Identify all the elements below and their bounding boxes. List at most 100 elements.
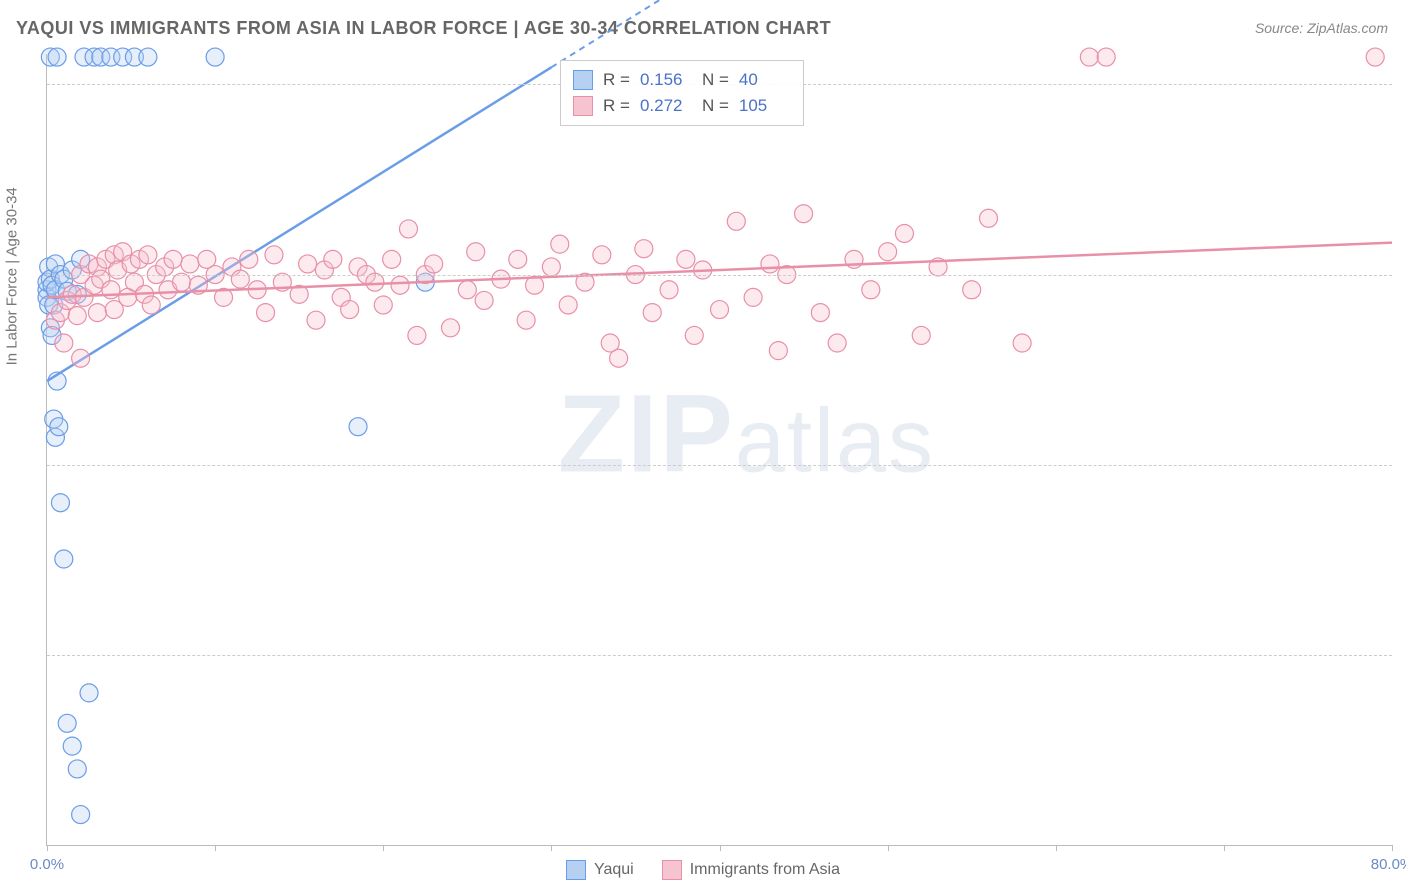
data-point xyxy=(811,304,829,322)
data-point xyxy=(442,319,460,337)
data-point xyxy=(425,255,443,273)
data-point xyxy=(88,304,106,322)
legend-n-value: 105 xyxy=(739,93,791,119)
data-point xyxy=(685,326,703,344)
x-tick-mark xyxy=(215,845,216,851)
data-point xyxy=(551,235,569,253)
data-point xyxy=(795,205,813,223)
data-point xyxy=(341,301,359,319)
data-point xyxy=(677,250,695,268)
data-point xyxy=(391,276,409,294)
x-tick-mark xyxy=(720,845,721,851)
correlation-legend-row: R = 0.272 N = 105 xyxy=(573,93,791,119)
series-legend-item: Immigrants from Asia xyxy=(662,860,840,880)
data-point xyxy=(307,311,325,329)
data-point xyxy=(635,240,653,258)
data-point xyxy=(72,349,90,367)
legend-n-value: 40 xyxy=(739,67,791,93)
data-point xyxy=(80,684,98,702)
legend-swatch xyxy=(662,860,682,880)
x-tick-mark xyxy=(383,845,384,851)
data-point xyxy=(408,326,426,344)
data-point xyxy=(51,494,69,512)
data-point xyxy=(55,550,73,568)
source-attribution: Source: ZipAtlas.com xyxy=(1255,20,1388,36)
data-point xyxy=(963,281,981,299)
data-point xyxy=(643,304,661,322)
data-point xyxy=(1366,48,1384,66)
data-point xyxy=(828,334,846,352)
data-point xyxy=(68,307,86,325)
data-point xyxy=(142,296,160,314)
data-point xyxy=(173,273,191,291)
data-point xyxy=(366,273,384,291)
data-point xyxy=(374,296,392,314)
data-point xyxy=(593,246,611,264)
data-point xyxy=(72,806,90,824)
gridline xyxy=(47,655,1392,656)
gridline xyxy=(47,465,1392,466)
data-point xyxy=(895,224,913,242)
data-point xyxy=(862,281,880,299)
regression-line xyxy=(47,67,551,381)
data-point xyxy=(660,281,678,299)
x-tick-label: 80.0% xyxy=(1371,856,1406,873)
legend-swatch xyxy=(573,96,593,116)
data-point xyxy=(879,243,897,261)
x-tick-mark xyxy=(551,845,552,851)
x-tick-mark xyxy=(1056,845,1057,851)
data-point xyxy=(240,250,258,268)
y-tick-label: 100.0% xyxy=(1402,76,1406,93)
data-point xyxy=(1097,48,1115,66)
data-point xyxy=(50,418,68,436)
data-point xyxy=(761,255,779,273)
y-tick-label: 75.0% xyxy=(1402,456,1406,473)
data-point xyxy=(349,418,367,436)
data-point xyxy=(206,48,224,66)
gridline xyxy=(47,275,1392,276)
x-tick-mark xyxy=(1224,845,1225,851)
data-point xyxy=(559,296,577,314)
data-point xyxy=(610,349,628,367)
y-tick-label: 62.5% xyxy=(1402,646,1406,663)
data-point xyxy=(1080,48,1098,66)
data-point xyxy=(517,311,535,329)
data-point xyxy=(257,304,275,322)
legend-swatch xyxy=(573,70,593,90)
data-point xyxy=(181,255,199,273)
legend-r-value: 0.156 xyxy=(640,67,692,93)
data-point xyxy=(324,250,342,268)
correlation-legend: R = 0.156 N = 40 R = 0.272 N = 105 xyxy=(560,60,804,126)
legend-swatch xyxy=(566,860,586,880)
data-point xyxy=(1013,334,1031,352)
data-point xyxy=(711,301,729,319)
data-point xyxy=(265,246,283,264)
data-point xyxy=(63,737,81,755)
data-point xyxy=(467,243,485,261)
x-tick-mark xyxy=(47,845,48,851)
data-point xyxy=(231,270,249,288)
data-point xyxy=(542,258,560,276)
data-point xyxy=(475,291,493,309)
data-point xyxy=(744,288,762,306)
data-point xyxy=(399,220,417,238)
scatter-svg xyxy=(47,54,1392,845)
series-legend-label: Immigrants from Asia xyxy=(690,861,840,879)
x-tick-label: 0.0% xyxy=(30,856,64,873)
data-point xyxy=(383,250,401,268)
data-point xyxy=(912,326,930,344)
data-point xyxy=(727,212,745,230)
correlation-legend-row: R = 0.156 N = 40 xyxy=(573,67,791,93)
x-tick-mark xyxy=(1392,845,1393,851)
legend-n-label: N = xyxy=(702,93,729,119)
data-point xyxy=(139,48,157,66)
data-point xyxy=(769,342,787,360)
data-point xyxy=(509,250,527,268)
data-point xyxy=(164,250,182,268)
legend-r-label: R = xyxy=(603,93,630,119)
legend-r-label: R = xyxy=(603,67,630,93)
legend-n-label: N = xyxy=(702,67,729,93)
data-point xyxy=(980,209,998,227)
data-point xyxy=(68,760,86,778)
data-point xyxy=(299,255,317,273)
